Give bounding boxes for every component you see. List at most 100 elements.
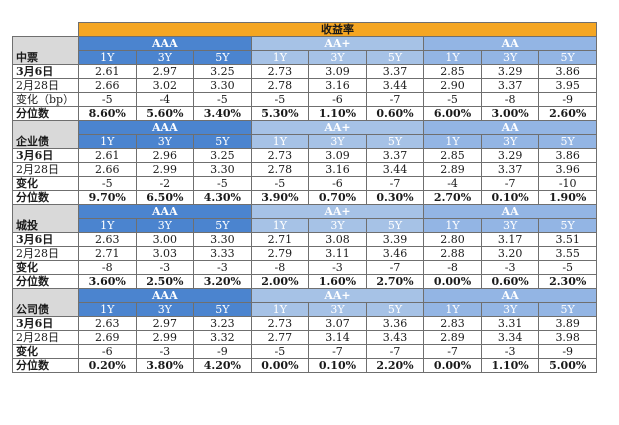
value-cell: 3.25 bbox=[193, 148, 252, 163]
value-cell: -3 bbox=[193, 260, 252, 275]
value-cell: 3.32 bbox=[193, 330, 252, 345]
table-row: 2月28日 2.71 3.03 3.33 2.79 3.11 3.46 2.88 3.20 3.5… bbox=[12, 246, 597, 261]
value-cell: 3.55 bbox=[538, 246, 597, 261]
value-cell: 3.00% bbox=[480, 106, 540, 121]
value-cell: -9 bbox=[538, 92, 597, 107]
value-cell: -8 bbox=[78, 260, 137, 275]
row-label: 3月6日 bbox=[12, 232, 79, 247]
value-cell: 0.10% bbox=[308, 358, 367, 373]
row-label: 分位数 bbox=[12, 106, 79, 121]
value-cell: -7 bbox=[365, 92, 425, 107]
grade-header-aa: AA bbox=[423, 36, 597, 51]
tenor-header: 1Y bbox=[78, 302, 137, 317]
value-cell: 3.00 bbox=[135, 232, 195, 247]
value-cell: 3.95 bbox=[538, 78, 597, 93]
value-cell: 2.60% bbox=[538, 106, 597, 121]
value-cell: 6.50% bbox=[135, 190, 195, 205]
value-cell: 2.89 bbox=[423, 330, 482, 345]
value-cell: -7 bbox=[423, 344, 482, 359]
table-row: 分位数 9.70% 6.50% 4.30% 3.90% 0.70% 0.30% 2.70% 0.… bbox=[12, 190, 597, 205]
value-cell: 1.10% bbox=[308, 106, 367, 121]
value-cell: -5 bbox=[193, 92, 252, 107]
value-cell: 3.37 bbox=[480, 78, 540, 93]
value-cell: 3.25 bbox=[193, 64, 252, 79]
value-cell: 0.00% bbox=[423, 358, 482, 373]
value-cell: -3 bbox=[480, 260, 540, 275]
value-cell: 2.96 bbox=[135, 148, 195, 163]
value-cell: -4 bbox=[135, 92, 195, 107]
value-cell: 2.00% bbox=[250, 274, 310, 289]
tenor-header: 3Y bbox=[135, 134, 195, 149]
value-cell: -4 bbox=[423, 176, 482, 191]
table-row: 2月28日 2.66 3.02 3.30 2.78 3.16 3.44 2.90 3.37 3.9… bbox=[12, 78, 597, 93]
value-cell: 4.20% bbox=[193, 358, 252, 373]
row-label: 2月28日 bbox=[12, 162, 79, 177]
value-cell: 0.60% bbox=[365, 106, 425, 121]
value-cell: -5 bbox=[538, 260, 597, 275]
tenor-header: 5Y bbox=[193, 134, 252, 149]
value-cell: 3.34 bbox=[480, 330, 540, 345]
value-cell: -7 bbox=[365, 176, 425, 191]
tenor-header: 1Y bbox=[423, 134, 482, 149]
table-title: 收益率 bbox=[78, 22, 597, 37]
tenor-header: 3Y bbox=[135, 50, 195, 65]
grade-header-row: 公司债 AAA AA+ AA bbox=[12, 288, 597, 317]
value-cell: 1.90% bbox=[538, 190, 597, 205]
value-cell: 3.37 bbox=[480, 162, 540, 177]
value-cell: -2 bbox=[135, 176, 195, 191]
table-row: 3月6日 2.61 2.96 3.25 2.73 3.09 3.37 2.85 3.29 3.86 bbox=[12, 148, 597, 163]
value-cell: 3.09 bbox=[308, 64, 367, 79]
tenor-header: 5Y bbox=[193, 50, 252, 65]
value-cell: 3.86 bbox=[538, 148, 597, 163]
table-row: 分位数 0.20% 3.80% 4.20% 0.00% 0.10% 2.20% 0.00% 1.… bbox=[12, 358, 597, 373]
value-cell: 2.63 bbox=[78, 316, 137, 331]
value-cell: 2.20% bbox=[365, 358, 425, 373]
value-cell: 3.44 bbox=[365, 162, 425, 177]
grade-header-aa: AA bbox=[423, 288, 597, 303]
value-cell: 2.70% bbox=[365, 274, 425, 289]
value-cell: 3.29 bbox=[480, 64, 540, 79]
grade-header-aaa: AAA bbox=[78, 204, 252, 219]
row-label: 3月6日 bbox=[12, 64, 79, 79]
row-label: 分位数 bbox=[12, 274, 79, 289]
value-cell: 2.61 bbox=[78, 148, 137, 163]
value-cell: 2.30% bbox=[538, 274, 597, 289]
table-row: 变化 -6 -3 -9 -5 -7 -7 -7 -3 -9 bbox=[12, 344, 597, 359]
value-cell: 3.16 bbox=[308, 162, 367, 177]
grade-header-row: 城投 AAA AA+ AA bbox=[12, 204, 597, 233]
value-cell: 3.31 bbox=[480, 316, 540, 331]
value-cell: 3.20 bbox=[480, 246, 540, 261]
value-cell: 3.39 bbox=[365, 232, 425, 247]
tenor-header: 1Y bbox=[423, 302, 482, 317]
tenor-header: 1Y bbox=[250, 50, 310, 65]
value-cell: 3.11 bbox=[308, 246, 367, 261]
section-name: 公司债 bbox=[12, 288, 79, 317]
value-cell: 1.10% bbox=[480, 358, 540, 373]
tenor-header: 3Y bbox=[480, 218, 540, 233]
value-cell: 3.33 bbox=[193, 246, 252, 261]
grade-header-aa: AA bbox=[423, 120, 597, 135]
value-cell: -8 bbox=[480, 92, 540, 107]
value-cell: 0.20% bbox=[78, 358, 137, 373]
value-cell: 2.80 bbox=[423, 232, 482, 247]
tenor-header-row: 1Y 3Y 5Y 1Y 3Y 5Y 1Y 3Y 5Y bbox=[13, 50, 597, 65]
row-label: 3月6日 bbox=[12, 148, 79, 163]
value-cell: 3.30 bbox=[193, 78, 252, 93]
tenor-header: 3Y bbox=[135, 302, 195, 317]
row-label: 3月6日 bbox=[12, 316, 79, 331]
value-cell: -6 bbox=[308, 92, 367, 107]
value-cell: -3 bbox=[135, 344, 195, 359]
table-row: 2月28日 2.66 2.99 3.30 2.78 3.16 3.44 2.89 3.37 3.9… bbox=[12, 162, 597, 177]
value-cell: -5 bbox=[250, 92, 310, 107]
yield-table-sheet: 收益率 中票 AAA AA+ AA 1Y 3Y 5Y 1Y 3Y 5Y 1Y 3Y 5Y 3月6日 2.61… bbox=[12, 22, 597, 373]
table-row: 3月6日 2.63 2.97 3.23 2.73 3.07 3.36 2.83 3.31 3.89 bbox=[12, 316, 597, 331]
value-cell: -5 bbox=[250, 344, 310, 359]
tenor-header: 3Y bbox=[480, 302, 540, 317]
value-cell: 0.30% bbox=[365, 190, 425, 205]
table-row: 3月6日 2.63 3.00 3.30 2.71 3.08 3.39 2.80 3.17 3.51 bbox=[12, 232, 597, 247]
value-cell: 3.96 bbox=[538, 162, 597, 177]
table-row: 变化（bp） -5 -4 -5 -5 -6 -7 -5 -8 -9 bbox=[12, 92, 597, 107]
tenor-header: 5Y bbox=[365, 218, 425, 233]
tenor-header: 3Y bbox=[308, 134, 367, 149]
value-cell: 2.70% bbox=[423, 190, 482, 205]
